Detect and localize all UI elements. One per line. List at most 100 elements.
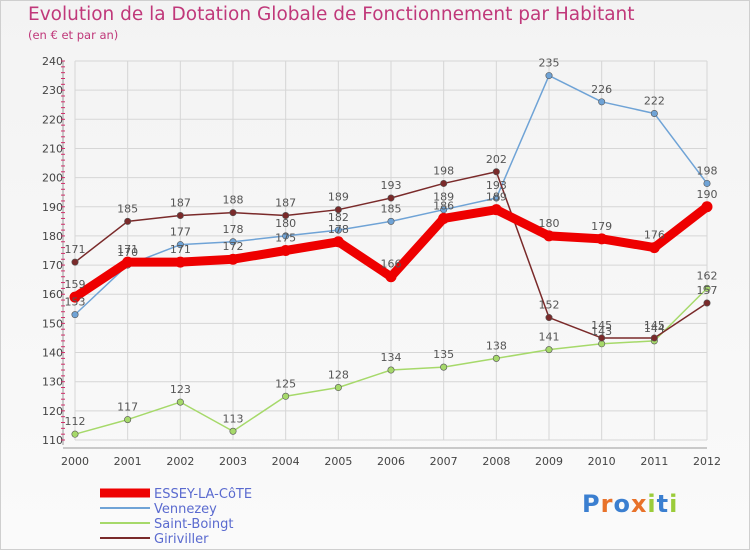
data-point-vennezey <box>387 217 395 225</box>
data-label-vennezey: 185 <box>381 202 402 215</box>
legend-label-vennezey: Vennezey <box>154 502 217 517</box>
data-label-giriviller: 152 <box>539 299 560 312</box>
data-point-vennezey <box>545 72 553 80</box>
data-point-giriviller <box>176 212 184 220</box>
data-point-essey-la-c-te <box>385 271 397 283</box>
x-tick-label: 2007 <box>430 455 458 468</box>
data-point-saint-boingt <box>176 398 184 406</box>
y-tick-label: 170 <box>42 259 63 272</box>
data-label-vennezey: 235 <box>539 57 560 70</box>
y-tick-label: 220 <box>42 113 63 126</box>
data-point-vennezey <box>176 241 184 249</box>
data-point-essey-la-c-te <box>648 242 660 254</box>
data-label-vennezey: 153 <box>65 296 86 309</box>
data-point-giriviller <box>440 179 448 187</box>
data-label-essey-la-c-te: 179 <box>591 220 612 233</box>
data-point-giriviller <box>124 217 132 225</box>
data-point-essey-la-c-te <box>596 233 608 245</box>
data-point-saint-boingt <box>71 430 79 438</box>
y-tick-label: 180 <box>42 230 63 243</box>
data-label-giriviller: 145 <box>644 319 665 332</box>
data-label-giriviller: 187 <box>275 197 296 210</box>
x-tick-label: 2003 <box>219 455 247 468</box>
legend-label-essey-la-c-te: ESSEY-LA-CôTE <box>154 487 252 502</box>
x-tick-label: 2008 <box>482 455 510 468</box>
data-label-vennezey: 193 <box>486 179 507 192</box>
data-label-vennezey: 182 <box>328 211 349 224</box>
data-point-essey-la-c-te <box>280 245 292 256</box>
data-point-essey-la-c-te <box>227 253 239 265</box>
data-point-saint-boingt <box>229 427 237 435</box>
data-label-saint-boingt: 112 <box>65 415 86 428</box>
data-label-giriviller: 188 <box>223 194 244 207</box>
x-tick-label: 2006 <box>377 455 405 468</box>
data-label-essey-la-c-te: 166 <box>381 258 402 271</box>
data-point-saint-boingt <box>387 366 395 374</box>
y-tick-label: 110 <box>42 434 63 447</box>
data-label-vennezey: 189 <box>433 191 454 204</box>
data-point-giriviller <box>71 258 79 266</box>
y-tick-label: 120 <box>42 405 63 418</box>
data-label-saint-boingt: 143 <box>591 325 612 338</box>
data-label-saint-boingt: 138 <box>486 339 507 352</box>
data-point-giriviller <box>334 206 342 214</box>
data-point-essey-la-c-te <box>438 212 450 224</box>
y-tick-label: 230 <box>42 84 63 97</box>
data-point-vennezey <box>282 232 290 240</box>
data-point-saint-boingt <box>124 416 132 424</box>
data-point-saint-boingt <box>545 346 553 354</box>
data-label-essey-la-c-te: 189 <box>486 191 507 204</box>
data-point-giriviller <box>387 194 395 202</box>
data-label-essey-la-c-te: 172 <box>223 240 244 253</box>
data-label-saint-boingt: 144 <box>644 322 665 335</box>
data-point-giriviller <box>703 299 711 307</box>
x-tick-label: 2011 <box>640 455 668 468</box>
y-tick-label: 210 <box>42 142 63 155</box>
data-label-giriviller: 189 <box>328 191 349 204</box>
data-label-saint-boingt: 162 <box>697 269 718 282</box>
data-point-vennezey <box>598 98 606 106</box>
data-label-vennezey: 177 <box>170 226 191 239</box>
data-label-essey-la-c-te: 186 <box>433 199 454 212</box>
data-point-vennezey <box>71 311 79 319</box>
data-point-giriviller <box>282 212 290 220</box>
data-point-essey-la-c-te <box>174 256 186 268</box>
x-tick-label: 2009 <box>535 455 563 468</box>
data-label-giriviller: 185 <box>117 202 138 215</box>
data-point-vennezey <box>440 206 448 214</box>
data-label-saint-boingt: 125 <box>275 377 296 390</box>
data-label-saint-boingt: 113 <box>223 412 244 425</box>
chart-subtitle: (en € et par an) <box>28 28 119 42</box>
y-tick-label: 160 <box>42 288 63 301</box>
data-point-essey-la-c-te <box>69 291 81 303</box>
x-tick-label: 2004 <box>272 455 300 468</box>
data-label-vennezey: 222 <box>644 94 665 107</box>
data-point-giriviller <box>545 314 553 322</box>
data-point-giriviller <box>650 334 658 342</box>
y-tick-label: 140 <box>42 347 63 360</box>
data-label-saint-boingt: 134 <box>381 351 402 364</box>
data-label-giriviller: 202 <box>486 153 507 166</box>
data-label-saint-boingt: 117 <box>117 401 138 414</box>
x-tick-label: 2002 <box>166 455 194 468</box>
data-point-giriviller <box>598 334 606 342</box>
data-label-giriviller: 193 <box>381 179 402 192</box>
data-label-giriviller: 145 <box>591 319 612 332</box>
y-tick-label: 190 <box>42 201 63 214</box>
data-label-saint-boingt: 141 <box>539 331 560 344</box>
data-label-essey-la-c-te: 176 <box>644 229 665 242</box>
data-label-vennezey: 226 <box>591 83 612 96</box>
data-point-essey-la-c-te <box>490 204 502 216</box>
data-label-vennezey: 198 <box>697 164 718 177</box>
y-tick-label: 240 <box>42 55 63 68</box>
x-tick-label: 2012 <box>693 455 721 468</box>
data-point-saint-boingt <box>282 392 290 400</box>
y-tick-label: 200 <box>42 172 63 185</box>
data-point-saint-boingt <box>440 363 448 371</box>
data-label-giriviller: 171 <box>65 243 86 256</box>
data-label-essey-la-c-te: 190 <box>697 188 718 201</box>
data-label-giriviller: 157 <box>697 284 718 297</box>
data-point-saint-boingt <box>703 284 711 292</box>
